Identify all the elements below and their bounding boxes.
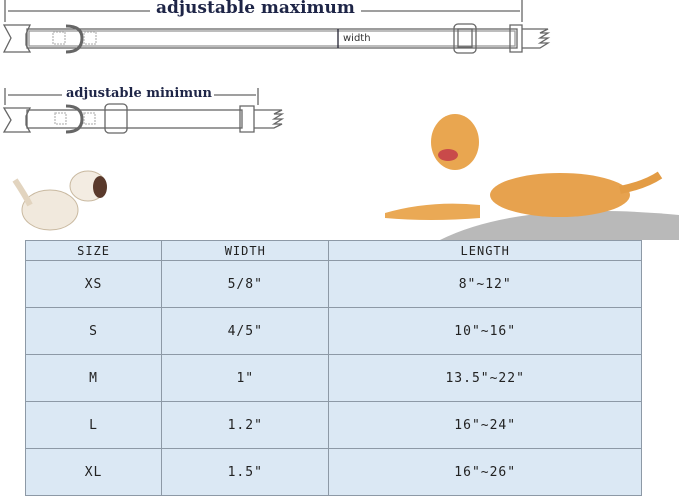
adjustable-maximum-label: adjustable maximum bbox=[150, 0, 361, 18]
length-cell: 16"~26" bbox=[328, 448, 642, 496]
size-cell: XS bbox=[24, 260, 163, 308]
table-row: S 4/5" 10"~16" bbox=[24, 307, 642, 355]
golden-retriever-illustration bbox=[385, 114, 679, 240]
size-cell: S bbox=[24, 307, 163, 355]
adjustable-minimum-label: adjustable minimun bbox=[64, 86, 214, 101]
header-width: WIDTH bbox=[161, 240, 330, 261]
size-cell: M bbox=[24, 354, 163, 402]
length-cell: 10"~16" bbox=[328, 307, 642, 355]
table-row: M 1" 13.5"~22" bbox=[24, 354, 642, 402]
size-chart-table: SIZE WIDTH LENGTH XS 5/8" 8"~12" S 4/5" 10"~… bbox=[24, 240, 642, 496]
max-collar bbox=[2, 0, 551, 54]
table-header-row: SIZE WIDTH LENGTH bbox=[24, 240, 642, 261]
table-row: XS 5/8" 8"~12" bbox=[24, 260, 642, 308]
width-label: width bbox=[343, 33, 371, 44]
width-cell: 1" bbox=[161, 354, 330, 402]
length-cell: 16"~24" bbox=[328, 401, 642, 449]
table-row: XL 1.5" 16"~26" bbox=[24, 448, 642, 496]
width-cell: 1.2" bbox=[161, 401, 330, 449]
table-row: L 1.2" 16"~24" bbox=[24, 401, 642, 449]
header-length: LENGTH bbox=[328, 240, 642, 261]
size-cell: XL bbox=[24, 448, 163, 496]
length-cell: 13.5"~22" bbox=[328, 354, 642, 402]
width-cell: 1.5" bbox=[161, 448, 330, 496]
small-dog-illustration bbox=[12, 170, 107, 231]
header-size: SIZE bbox=[24, 240, 163, 261]
collar-diagram bbox=[2, 0, 679, 240]
width-cell: 4/5" bbox=[161, 307, 330, 355]
length-cell: 8"~12" bbox=[328, 260, 642, 308]
width-cell: 5/8" bbox=[161, 260, 330, 308]
size-cell: L bbox=[24, 401, 163, 449]
